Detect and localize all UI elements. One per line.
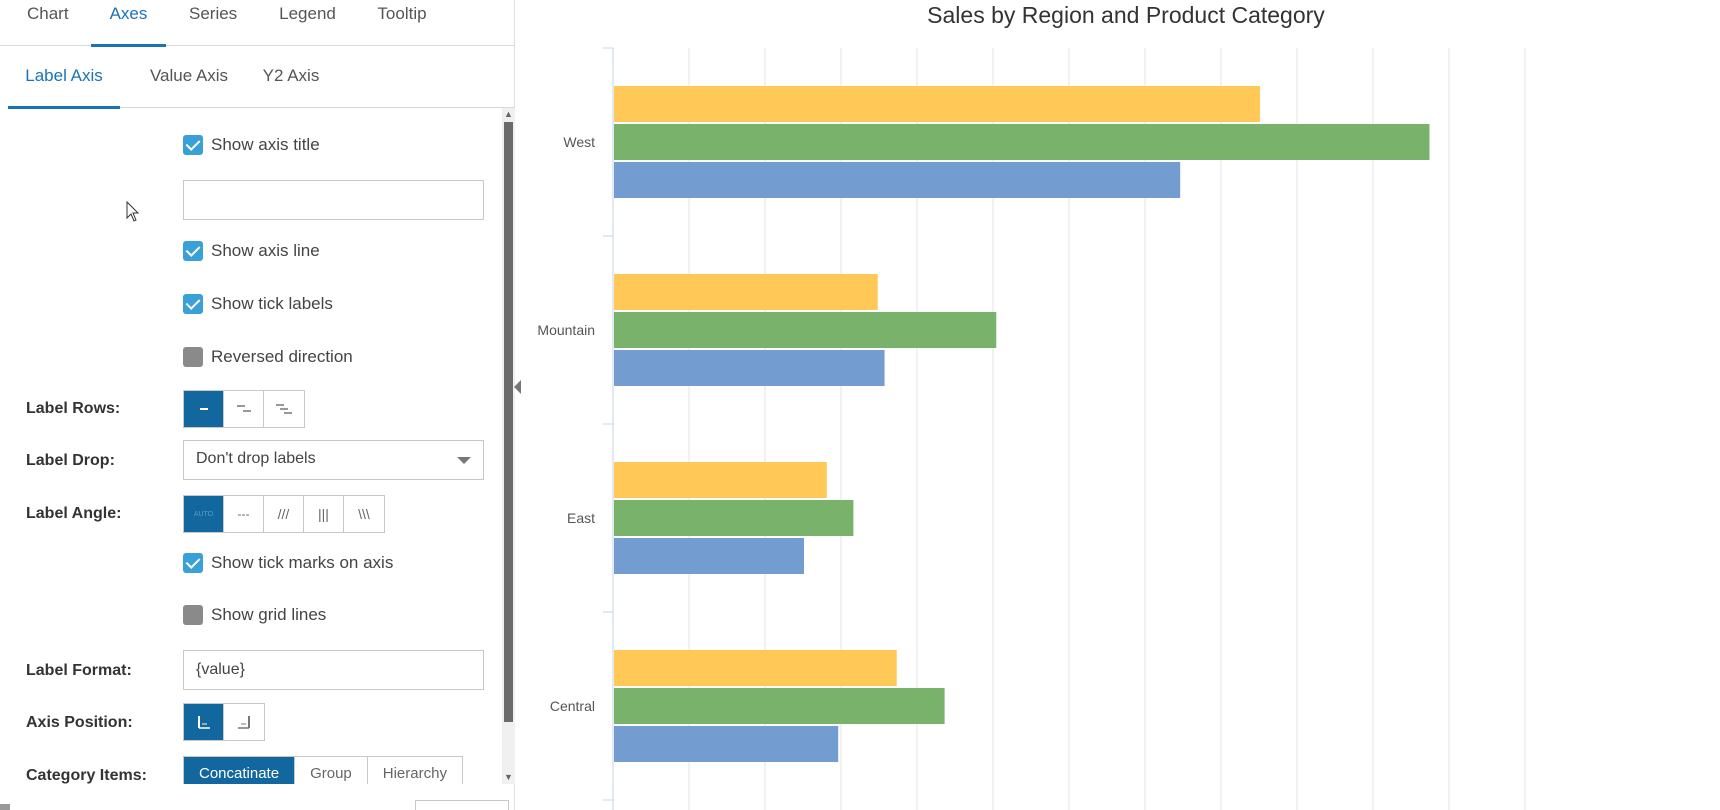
bar-mountain-series-1 bbox=[614, 274, 878, 310]
bar-central-series-1 bbox=[614, 650, 897, 686]
bar-mountain-series-2 bbox=[614, 312, 997, 348]
settings-tabbar: Chart Axes Series Legend Tooltip bbox=[0, 0, 515, 47]
checkbox-unchecked-icon bbox=[183, 605, 203, 625]
three-rows-icon bbox=[276, 404, 292, 414]
category-items-segmented: Concatinate Group Hierarchy bbox=[183, 756, 463, 784]
category-label-mountain: Mountain bbox=[537, 322, 595, 338]
label-angle-label: Label Angle: bbox=[26, 505, 122, 522]
scroll-up-icon[interactable]: ▲ bbox=[504, 109, 513, 119]
subtab-y2-axis[interactable]: Y2 Axis bbox=[262, 66, 320, 85]
scrollbar-thumb[interactable] bbox=[504, 122, 513, 722]
bar-chart: West Mountain East Central bbox=[537, 47, 1526, 810]
bar-mountain-series-3 bbox=[614, 350, 885, 386]
tab-axes[interactable]: Axes bbox=[91, 0, 166, 47]
bar-west-series-2 bbox=[614, 124, 1430, 160]
label-angle-diagonal-button[interactable]: /// bbox=[264, 496, 304, 532]
show-axis-line-checkbox[interactable]: Show axis line bbox=[183, 241, 320, 261]
axis-subtabbar: Label Axis Value Axis Y2 Axis bbox=[8, 46, 515, 109]
checkbox-checked-icon bbox=[183, 294, 203, 314]
axis-position-label: Axis Position: bbox=[26, 714, 133, 731]
show-tick-marks-label: Show tick marks on axis bbox=[211, 553, 394, 572]
label-drop-label: Label Drop: bbox=[26, 452, 115, 469]
checkbox-checked-icon bbox=[183, 553, 203, 573]
reversed-direction-checkbox[interactable]: Reversed direction bbox=[183, 347, 353, 367]
show-tick-marks-checkbox[interactable]: Show tick marks on axis bbox=[183, 553, 393, 573]
show-tick-labels-label: Show tick labels bbox=[211, 294, 333, 313]
axis-position-left-button[interactable] bbox=[184, 704, 224, 740]
mouse-cursor-icon bbox=[126, 201, 140, 222]
show-axis-line-label: Show axis line bbox=[211, 241, 320, 260]
category-items-hierarchy-button[interactable]: Hierarchy bbox=[367, 757, 462, 784]
show-axis-title-checkbox[interactable]: Show axis title bbox=[183, 135, 320, 155]
label-format-input[interactable]: {value} bbox=[183, 650, 484, 690]
axis-position-right-button[interactable] bbox=[224, 704, 264, 740]
show-axis-title-label: Show axis title bbox=[211, 135, 320, 154]
category-label-west: West bbox=[563, 134, 595, 150]
checkbox-unchecked-icon bbox=[183, 347, 203, 367]
show-tick-labels-checkbox[interactable]: Show tick labels bbox=[183, 294, 333, 314]
category-label-central: Central bbox=[550, 698, 595, 714]
category-items-label: Category Items: bbox=[26, 767, 147, 784]
label-rows-two-button[interactable] bbox=[224, 391, 264, 427]
subtab-label-axis[interactable]: Label Axis bbox=[8, 46, 120, 109]
settings-scrollbar[interactable]: ▲ ▼ bbox=[502, 108, 515, 784]
reversed-direction-label: Reversed direction bbox=[211, 347, 353, 366]
label-rows-buttons bbox=[183, 390, 305, 428]
bar-east-series-2 bbox=[614, 500, 854, 536]
label-angle-horizontal-button[interactable]: --- bbox=[224, 496, 264, 532]
bar-central-series-3 bbox=[614, 726, 839, 762]
show-grid-lines-label: Show grid lines bbox=[211, 605, 327, 624]
label-rows-three-button[interactable] bbox=[264, 391, 304, 427]
scroll-down-icon[interactable]: ▼ bbox=[504, 772, 513, 782]
show-grid-lines-checkbox[interactable]: Show grid lines bbox=[183, 605, 326, 625]
footer-button[interactable] bbox=[415, 800, 509, 810]
axis-position-buttons bbox=[183, 703, 265, 741]
bar-east-series-1 bbox=[614, 462, 827, 498]
label-rows-one-button[interactable] bbox=[184, 391, 224, 427]
bar-central-series-2 bbox=[614, 688, 945, 724]
tab-tooltip[interactable]: Tooltip bbox=[377, 4, 427, 23]
tab-chart[interactable]: Chart bbox=[27, 4, 69, 23]
single-row-icon bbox=[199, 408, 208, 410]
category-label-east: East bbox=[567, 510, 595, 526]
category-items-group-button[interactable]: Group bbox=[295, 757, 368, 784]
label-drop-select[interactable]: Don't drop labels bbox=[183, 440, 484, 480]
bar-west-series-1 bbox=[614, 86, 1260, 122]
label-angle-back-diagonal-button[interactable]: \\\ bbox=[344, 496, 384, 532]
subtab-value-axis[interactable]: Value Axis bbox=[149, 66, 229, 85]
dropdown-caret-icon bbox=[457, 457, 471, 464]
chart-title: Sales by Region and Product Category bbox=[927, 2, 1325, 28]
resize-handle[interactable] bbox=[0, 804, 10, 810]
chart-area: Sales by Region and Product Category Wes… bbox=[516, 0, 1720, 810]
axis-left-icon bbox=[197, 716, 210, 729]
label-rows-label: Label Rows: bbox=[26, 400, 121, 417]
collapse-panel-icon[interactable] bbox=[514, 380, 521, 394]
axis-right-icon bbox=[238, 716, 250, 729]
label-angle-buttons: AUTO --- /// ||| \\\ bbox=[183, 495, 385, 533]
bar-east-series-3 bbox=[614, 538, 804, 574]
label-format-label: Label Format: bbox=[26, 662, 132, 679]
label-angle-vertical-button[interactable]: ||| bbox=[304, 496, 344, 532]
axis-title-input[interactable] bbox=[183, 180, 484, 220]
two-rows-icon bbox=[236, 405, 251, 412]
tab-series[interactable]: Series bbox=[189, 4, 238, 23]
category-items-concatinate-button[interactable]: Concatinate bbox=[184, 757, 296, 784]
settings-form: Show axis title Show axis line Show tick… bbox=[0, 108, 502, 784]
bar-west-series-3 bbox=[614, 162, 1181, 198]
tab-legend[interactable]: Legend bbox=[279, 4, 336, 23]
checkbox-checked-icon bbox=[183, 241, 203, 261]
checkbox-checked-icon bbox=[183, 135, 203, 155]
label-angle-auto-button[interactable]: AUTO bbox=[184, 496, 224, 532]
label-drop-value: Don't drop labels bbox=[196, 450, 316, 467]
chart-settings-panel: Chart Axes Series Legend Tooltip Label A… bbox=[0, 0, 515, 810]
